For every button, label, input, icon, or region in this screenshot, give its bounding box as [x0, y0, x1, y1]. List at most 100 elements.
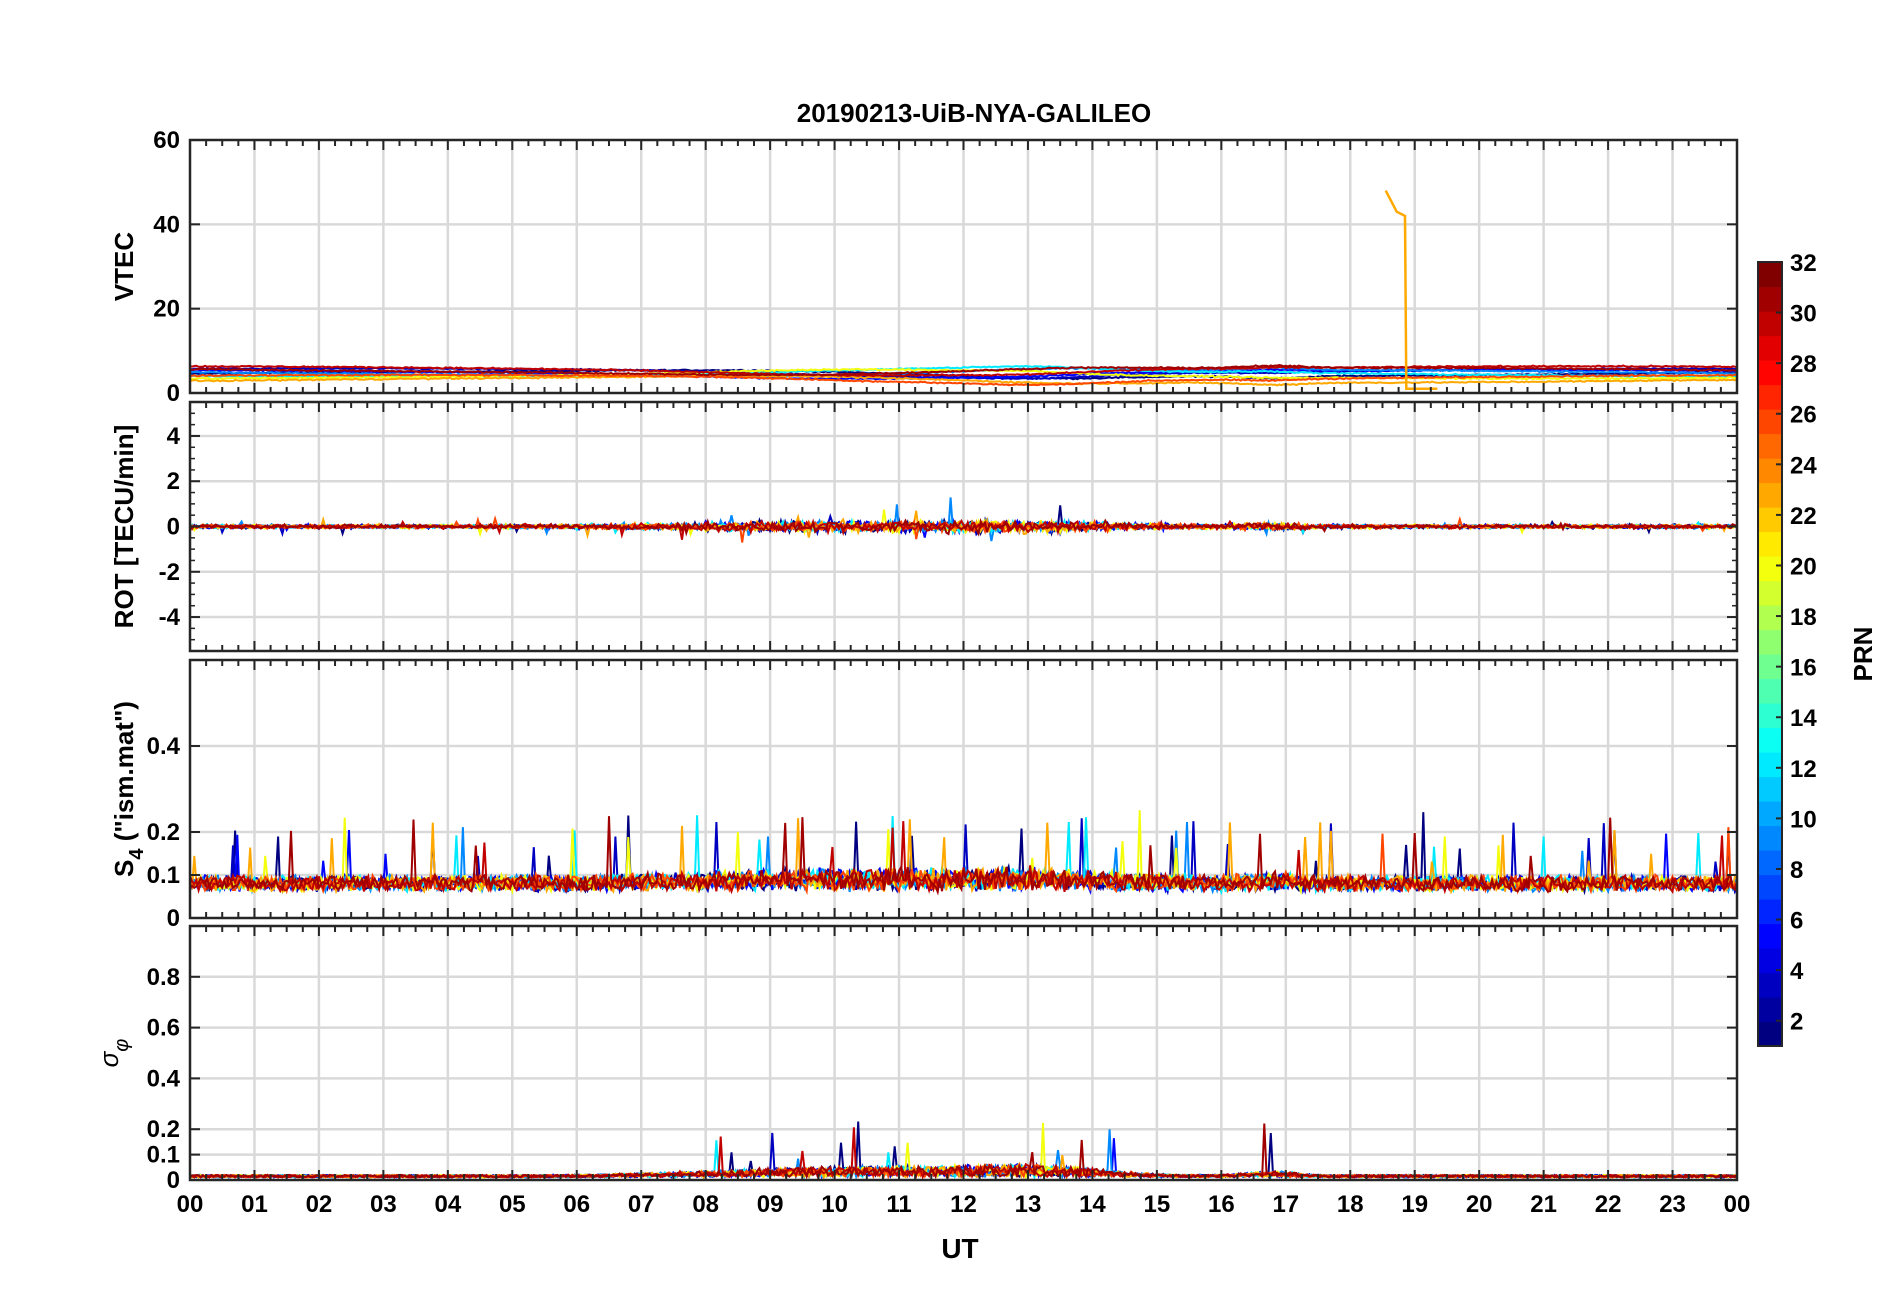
colorbar-segment: [1758, 972, 1782, 998]
colorbar-segment: [1758, 262, 1782, 288]
colorbar-segment: [1758, 311, 1782, 337]
colorbar-segment: [1758, 776, 1782, 802]
y-tick-label: 0: [167, 905, 180, 932]
colorbar-segment: [1758, 678, 1782, 704]
colorbar-tick-label: 30: [1790, 301, 1817, 328]
y-tick-label: 0.1: [147, 862, 180, 889]
panel-grid: [190, 140, 1737, 393]
y-tick-label: 60: [153, 127, 180, 154]
colorbar-segment: [1758, 874, 1782, 900]
y-label-main: σ: [94, 1050, 124, 1067]
colorbar-segment: [1758, 556, 1782, 582]
colorbar-segment: [1758, 825, 1782, 851]
panel-ticks: [190, 926, 1737, 1181]
colorbar-tick-label: 32: [1790, 250, 1817, 277]
colorbar-segment: [1758, 752, 1782, 778]
y-label-sub: 4: [126, 848, 148, 860]
colorbar-tick-label: 14: [1790, 705, 1817, 732]
colorbar-tick-label: 8: [1790, 857, 1803, 884]
x-tick-label: 06: [563, 1191, 590, 1218]
colorbar-tick-label: 4: [1790, 958, 1804, 985]
colorbar-segment: [1758, 286, 1782, 312]
colorbar-tick-label: 2: [1790, 1009, 1803, 1036]
colorbar-tick-label: 28: [1790, 351, 1817, 378]
colorbar-segment: [1758, 801, 1782, 827]
x-tick-label: 00: [1724, 1191, 1751, 1218]
x-tick-label: 03: [370, 1191, 397, 1218]
x-tick-label: 07: [628, 1191, 655, 1218]
y-tick-label: 0: [167, 514, 180, 541]
panel-ticks: [190, 402, 1737, 651]
colorbar-tick-label: 20: [1790, 553, 1817, 580]
colorbar-tick-label: 6: [1790, 908, 1803, 935]
colorbar-segment: [1758, 360, 1782, 386]
y-tick-label: 0.4: [147, 733, 181, 760]
x-tick-label: 19: [1401, 1191, 1428, 1218]
y-tick-label: 0.1: [147, 1142, 180, 1169]
x-tick-label: 15: [1144, 1191, 1171, 1218]
colorbar-segment: [1758, 703, 1782, 729]
y-tick-label: 0: [167, 380, 180, 407]
vtec-spike-line: [1384, 190, 1438, 391]
x-tick-label: 05: [499, 1191, 526, 1218]
colorbar-segment: [1758, 433, 1782, 459]
panel-vtec: 0 20 40 60 VTEC: [109, 127, 1739, 407]
colorbar-segment: [1758, 507, 1782, 533]
panel-ticks: [190, 139, 1737, 394]
y-tick-label: 20: [153, 296, 180, 323]
y-axis-label-sigma-phi: σφ: [94, 1039, 133, 1068]
colorbar-frame: [1757, 261, 1783, 1047]
x-tick-label: 11: [886, 1191, 911, 1218]
colorbar-segment: [1758, 384, 1782, 410]
y-tick-label: -2: [159, 559, 180, 586]
colorbar-segment: [1758, 482, 1782, 508]
x-tick-label: 21: [1530, 1191, 1557, 1218]
panel-rot: -4 -2 0 2 4 ROT [TECU/min]: [109, 400, 1739, 653]
y-tick-label: 0: [167, 1167, 180, 1194]
y-tick-label: 2: [167, 468, 180, 495]
y-label-tail: ("ism.mat"): [109, 701, 139, 848]
series-line-prn-23: [190, 374, 1737, 387]
y-axis-label-rot: ROT [TECU/min]: [109, 425, 139, 629]
x-axis: 00 01 02 03 04 05 06 07 08 09 10 11 12 13 14 15 16 17 18 19…: [177, 1191, 1751, 1218]
x-tick-label: 04: [434, 1191, 461, 1218]
y-tick-label: 0.2: [147, 1116, 180, 1143]
y-tick-label: -4: [159, 604, 181, 631]
panel-grid: [190, 660, 1737, 918]
panel-ticks: [190, 660, 1737, 919]
series-line-prn-31: [190, 363, 1737, 377]
x-tick-label: 12: [950, 1191, 977, 1218]
x-tick-label: 01: [241, 1191, 268, 1218]
colorbar-tick-label: 24: [1790, 452, 1817, 479]
colorbar-tick-label: 12: [1790, 756, 1817, 783]
panel-grid: [190, 926, 1737, 1180]
x-axis-label: UT: [941, 1233, 978, 1264]
y-axis-label-vtec: VTEC: [109, 232, 139, 302]
y-tick-label: 40: [153, 211, 180, 238]
colorbar-segment: [1758, 629, 1782, 655]
x-tick-label: 09: [757, 1191, 784, 1218]
x-tick-label: 16: [1208, 1191, 1235, 1218]
y-tick-label: 4: [167, 423, 181, 450]
panel-s4: 00.10.20.4S4 ("ism.mat"): [109, 658, 1739, 932]
colorbar-segment: [1758, 580, 1782, 606]
colorbar-segment: [1758, 850, 1782, 876]
colorbar-tick-label: 26: [1790, 402, 1817, 429]
y-axis-label-s4: S4 ("ism.mat"): [109, 701, 148, 877]
series-line-prn-31: [190, 816, 1737, 896]
colorbar-segment: [1758, 948, 1782, 974]
x-tick-label: 10: [821, 1191, 848, 1218]
x-tick-label: 18: [1337, 1191, 1364, 1218]
y-tick-label: 0.4: [147, 1065, 181, 1092]
colorbar-segment: [1758, 997, 1782, 1023]
colorbar-segment: [1758, 727, 1782, 753]
y-tick-label: 0.6: [147, 1015, 180, 1042]
x-tick-label: 00: [177, 1191, 204, 1218]
colorbar-segment: [1758, 335, 1782, 361]
x-tick-label: 08: [692, 1191, 719, 1218]
chart-title: 20190213-UiB-NYA-GALILEO: [797, 98, 1152, 128]
x-tick-label: 14: [1079, 1191, 1106, 1218]
panel-sigma-phi: 00.10.2 0.4 0.6 0.8 σφ: [94, 924, 1739, 1194]
